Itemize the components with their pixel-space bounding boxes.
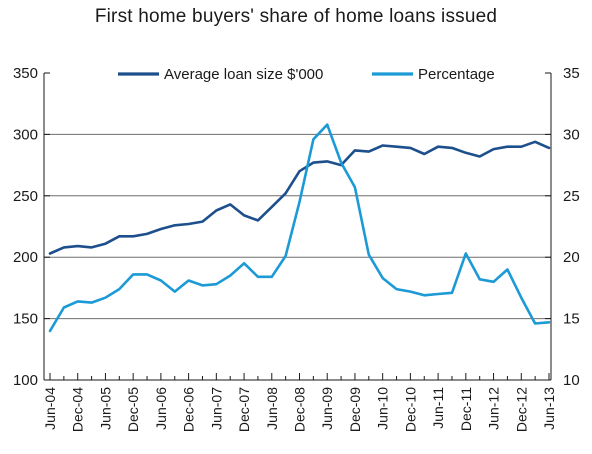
left-y-tick-label: 150 [13, 311, 38, 328]
x-tick-label: Jun-08 [264, 387, 280, 430]
x-tick-label: Dec-12 [513, 387, 529, 432]
tick-labels: 100 150 200 250 300 350 10 15 20 25 30 35 Jun-04 Dec-… [13, 65, 580, 432]
x-tick-label: Jun-13 [541, 387, 557, 430]
left-y-tick-label: 200 [13, 249, 38, 266]
grid-lines [44, 133, 551, 320]
right-y-tick-label: 25 [563, 188, 580, 205]
series-lines [48, 123, 551, 333]
legend: Average loan size $'000 Percentage [118, 66, 495, 83]
series-line-2 [48, 123, 551, 333]
x-tick-label: Jun-10 [375, 387, 391, 430]
x-tick-label: Jun-06 [153, 387, 169, 430]
legend-label: Average loan size $'000 [164, 66, 323, 83]
right-y-tick-label: 30 [563, 126, 580, 143]
x-tick-label: Dec-10 [402, 387, 418, 432]
x-tick-label: Jun-04 [42, 387, 58, 430]
left-y-tick-label: 100 [13, 372, 38, 389]
right-y-tick-label: 15 [563, 311, 580, 328]
x-tick-label: Jun-12 [486, 387, 502, 430]
right-y-tick-label: 10 [563, 372, 580, 389]
x-tick-label: Jun-07 [208, 387, 224, 430]
left-y-tick-label: 350 [13, 65, 38, 82]
x-tick-label: Jun-11 [430, 387, 446, 429]
x-tick-label: Dec-06 [181, 387, 197, 432]
series-line-1 [48, 140, 551, 255]
axes [43, 72, 552, 381]
x-tick-label: Dec-09 [347, 387, 363, 432]
x-tick-label: Dec-04 [70, 387, 86, 432]
chart-title: First home buyers' share of home loans i… [94, 6, 498, 27]
right-y-tick-label: 20 [563, 249, 580, 266]
x-tick-label: Jun-05 [97, 387, 113, 430]
x-tick-label: Dec-05 [125, 387, 141, 432]
x-tick-label: Dec-08 [292, 387, 308, 432]
left-y-tick-label: 250 [13, 188, 38, 205]
x-tick-label: Jun-09 [319, 387, 335, 430]
legend-label: Percentage [418, 66, 495, 83]
x-tick-label: Dec-11 [458, 387, 474, 431]
right-y-tick-label: 35 [563, 65, 580, 82]
x-tick-label: Dec-07 [236, 387, 252, 432]
left-y-tick-label: 300 [13, 126, 38, 143]
